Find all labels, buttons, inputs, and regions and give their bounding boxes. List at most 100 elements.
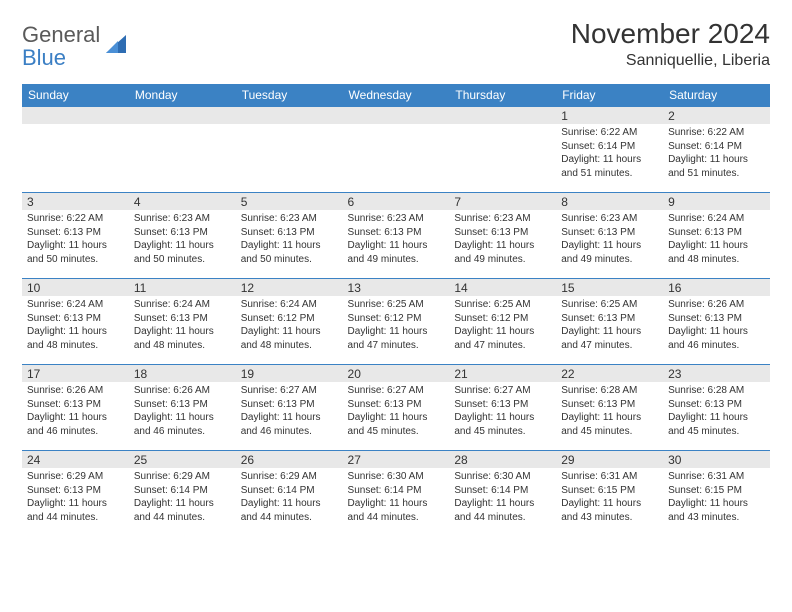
sunrise-text: Sunrise: 6:30 AM bbox=[348, 470, 445, 484]
day-info: Sunrise: 6:26 AMSunset: 6:13 PMDaylight:… bbox=[27, 384, 124, 438]
daylight-text: Daylight: 11 hours and 51 minutes. bbox=[561, 153, 658, 180]
day-number: 2 bbox=[663, 107, 770, 124]
day-number: 21 bbox=[449, 365, 556, 382]
sunset-text: Sunset: 6:13 PM bbox=[134, 312, 231, 326]
sunrise-text: Sunrise: 6:22 AM bbox=[27, 212, 124, 226]
sunset-text: Sunset: 6:13 PM bbox=[27, 312, 124, 326]
sunset-text: Sunset: 6:14 PM bbox=[561, 140, 658, 154]
sunset-text: Sunset: 6:14 PM bbox=[241, 484, 338, 498]
day-cell: 28Sunrise: 6:30 AMSunset: 6:14 PMDayligh… bbox=[449, 451, 556, 537]
day-info: Sunrise: 6:25 AMSunset: 6:12 PMDaylight:… bbox=[454, 298, 551, 352]
day-header: Tuesday bbox=[236, 84, 343, 107]
day-info: Sunrise: 6:25 AMSunset: 6:12 PMDaylight:… bbox=[348, 298, 445, 352]
day-number: 7 bbox=[449, 193, 556, 210]
day-info: Sunrise: 6:29 AMSunset: 6:14 PMDaylight:… bbox=[241, 470, 338, 524]
sunrise-text: Sunrise: 6:30 AM bbox=[454, 470, 551, 484]
day-number: 24 bbox=[22, 451, 129, 468]
day-info: Sunrise: 6:27 AMSunset: 6:13 PMDaylight:… bbox=[241, 384, 338, 438]
day-header: Monday bbox=[129, 84, 236, 107]
day-info: Sunrise: 6:30 AMSunset: 6:14 PMDaylight:… bbox=[348, 470, 445, 524]
day-info: Sunrise: 6:29 AMSunset: 6:14 PMDaylight:… bbox=[134, 470, 231, 524]
day-number: 1 bbox=[556, 107, 663, 124]
day-number: 29 bbox=[556, 451, 663, 468]
sunset-text: Sunset: 6:12 PM bbox=[241, 312, 338, 326]
day-info: Sunrise: 6:31 AMSunset: 6:15 PMDaylight:… bbox=[668, 470, 765, 524]
day-cell: 22Sunrise: 6:28 AMSunset: 6:13 PMDayligh… bbox=[556, 365, 663, 451]
day-info: Sunrise: 6:24 AMSunset: 6:12 PMDaylight:… bbox=[241, 298, 338, 352]
sunset-text: Sunset: 6:13 PM bbox=[561, 312, 658, 326]
day-cell: 26 Sunrise: 6:29 AMSunset: 6:14 PMDayligh… bbox=[236, 451, 343, 537]
sunrise-text: Sunrise: 6:29 AM bbox=[134, 470, 231, 484]
day-cell: 24Sunrise: 6:29 AMSunset: 6:13 PMDayligh… bbox=[22, 451, 129, 537]
day-cell: 30Sunrise: 6:31 AMSunset: 6:15 PMDayligh… bbox=[663, 451, 770, 537]
day-cell bbox=[22, 107, 129, 193]
daylight-text: Daylight: 11 hours and 43 minutes. bbox=[561, 497, 658, 524]
day-number: 6 bbox=[343, 193, 450, 210]
day-header: Sunday bbox=[22, 84, 129, 107]
day-number: 26 bbox=[236, 451, 343, 468]
logo-text-general: General bbox=[22, 22, 100, 47]
day-number bbox=[22, 107, 129, 124]
daylight-text: Daylight: 11 hours and 44 minutes. bbox=[348, 497, 445, 524]
daylight-text: Daylight: 11 hours and 46 minutes. bbox=[134, 411, 231, 438]
calendar-table: Sunday Monday Tuesday Wednesday Thursday… bbox=[22, 84, 770, 537]
day-info: Sunrise: 6:31 AMSunset: 6:15 PMDaylight:… bbox=[561, 470, 658, 524]
location: Sanniquellie, Liberia bbox=[571, 52, 770, 70]
day-number: 5 bbox=[236, 193, 343, 210]
day-info: Sunrise: 6:22 AMSunset: 6:14 PMDaylight:… bbox=[668, 126, 765, 180]
sunset-text: Sunset: 6:14 PM bbox=[454, 484, 551, 498]
day-number: 8 bbox=[556, 193, 663, 210]
daylight-text: Daylight: 11 hours and 48 minutes. bbox=[134, 325, 231, 352]
day-number: 23 bbox=[663, 365, 770, 382]
sunrise-text: Sunrise: 6:23 AM bbox=[348, 212, 445, 226]
day-info: Sunrise: 6:23 AMSunset: 6:13 PMDaylight:… bbox=[454, 212, 551, 266]
sunset-text: Sunset: 6:15 PM bbox=[561, 484, 658, 498]
sunset-text: Sunset: 6:13 PM bbox=[134, 398, 231, 412]
sunset-text: Sunset: 6:13 PM bbox=[241, 398, 338, 412]
day-cell: 15Sunrise: 6:25 AMSunset: 6:13 PMDayligh… bbox=[556, 279, 663, 365]
sunrise-text: Sunrise: 6:28 AM bbox=[668, 384, 765, 398]
header: General Blue November 2024 Sanniquellie,… bbox=[22, 18, 770, 70]
day-cell: 3Sunrise: 6:22 AMSunset: 6:13 PMDaylight… bbox=[22, 193, 129, 279]
sunrise-text: Sunrise: 6:22 AM bbox=[668, 126, 765, 140]
day-cell: 27Sunrise: 6:30 AMSunset: 6:14 PMDayligh… bbox=[343, 451, 450, 537]
day-info: Sunrise: 6:23 AMSunset: 6:13 PMDaylight:… bbox=[561, 212, 658, 266]
sunset-text: Sunset: 6:13 PM bbox=[27, 398, 124, 412]
month-title: November 2024 bbox=[571, 18, 770, 50]
daylight-text: Daylight: 11 hours and 44 minutes. bbox=[27, 497, 124, 524]
day-info: Sunrise: 6:25 AMSunset: 6:13 PMDaylight:… bbox=[561, 298, 658, 352]
sunset-text: Sunset: 6:13 PM bbox=[27, 226, 124, 240]
day-cell: 17Sunrise: 6:26 AMSunset: 6:13 PMDayligh… bbox=[22, 365, 129, 451]
logo: General Blue bbox=[22, 18, 128, 70]
daylight-text: Daylight: 11 hours and 45 minutes. bbox=[561, 411, 658, 438]
day-cell: 6Sunrise: 6:23 AMSunset: 6:13 PMDaylight… bbox=[343, 193, 450, 279]
day-number bbox=[236, 107, 343, 124]
day-cell: 25Sunrise: 6:29 AMSunset: 6:14 PMDayligh… bbox=[129, 451, 236, 537]
sunrise-text: Sunrise: 6:24 AM bbox=[27, 298, 124, 312]
sunset-text: Sunset: 6:13 PM bbox=[348, 398, 445, 412]
week-row: 17Sunrise: 6:26 AMSunset: 6:13 PMDayligh… bbox=[22, 365, 770, 451]
day-number: 3 bbox=[22, 193, 129, 210]
daylight-text: Daylight: 11 hours and 44 minutes. bbox=[454, 497, 551, 524]
day-info: Sunrise: 6:27 AMSunset: 6:13 PMDaylight:… bbox=[454, 384, 551, 438]
day-cell: 5Sunrise: 6:23 AMSunset: 6:13 PMDaylight… bbox=[236, 193, 343, 279]
sunrise-text: Sunrise: 6:23 AM bbox=[134, 212, 231, 226]
sunrise-text: Sunrise: 6:26 AM bbox=[27, 384, 124, 398]
day-number bbox=[129, 107, 236, 124]
sunset-text: Sunset: 6:12 PM bbox=[454, 312, 551, 326]
sail-icon bbox=[104, 33, 128, 60]
sunrise-text: Sunrise: 6:24 AM bbox=[134, 298, 231, 312]
sunrise-text: Sunrise: 6:25 AM bbox=[454, 298, 551, 312]
daylight-text: Daylight: 11 hours and 43 minutes. bbox=[668, 497, 765, 524]
day-header: Saturday bbox=[663, 84, 770, 107]
sunset-text: Sunset: 6:15 PM bbox=[668, 484, 765, 498]
day-info: Sunrise: 6:28 AMSunset: 6:13 PMDaylight:… bbox=[561, 384, 658, 438]
day-cell: 20Sunrise: 6:27 AMSunset: 6:13 PMDayligh… bbox=[343, 365, 450, 451]
day-info: Sunrise: 6:22 AMSunset: 6:14 PMDaylight:… bbox=[561, 126, 658, 180]
daylight-text: Daylight: 11 hours and 45 minutes. bbox=[668, 411, 765, 438]
day-number: 14 bbox=[449, 279, 556, 296]
sunset-text: Sunset: 6:13 PM bbox=[668, 226, 765, 240]
sunset-text: Sunset: 6:14 PM bbox=[348, 484, 445, 498]
day-info: Sunrise: 6:26 AMSunset: 6:13 PMDaylight:… bbox=[668, 298, 765, 352]
day-cell: 12Sunrise: 6:24 AMSunset: 6:12 PMDayligh… bbox=[236, 279, 343, 365]
